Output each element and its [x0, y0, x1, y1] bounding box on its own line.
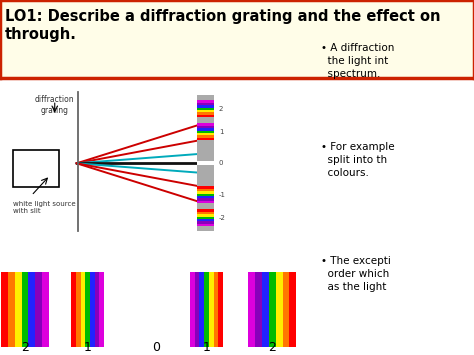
Bar [81, 273, 85, 347]
Bar [197, 128, 214, 131]
Bar [197, 110, 214, 113]
Bar [197, 212, 214, 214]
Text: • The excepti
  order which
  as the light: • The excepti order which as the light [321, 256, 391, 292]
Bar [197, 191, 214, 193]
Bar [197, 123, 214, 126]
Bar [190, 273, 195, 347]
Text: 0: 0 [153, 341, 160, 354]
Bar [269, 273, 276, 347]
Bar [197, 219, 214, 222]
Bar [197, 196, 214, 198]
Bar [248, 273, 255, 347]
Bar [276, 273, 283, 347]
Text: diffraction
grating: diffraction grating [35, 95, 74, 115]
Text: • For example
  split into th
  colours.: • For example split into th colours. [321, 142, 394, 179]
Bar [197, 138, 214, 140]
Bar [197, 103, 214, 105]
Bar [71, 273, 76, 347]
Bar [283, 273, 290, 347]
Bar [197, 115, 214, 117]
Bar [12, 150, 59, 187]
Bar [100, 273, 104, 347]
Bar [8, 273, 15, 347]
Bar [197, 95, 214, 231]
Bar [21, 273, 28, 347]
Text: 1: 1 [83, 341, 91, 354]
Bar [76, 273, 81, 347]
Text: 1: 1 [202, 341, 210, 354]
Bar [197, 113, 214, 115]
Bar [42, 273, 49, 347]
Bar [197, 222, 214, 224]
Text: -1: -1 [219, 192, 226, 198]
Bar [197, 135, 214, 138]
Bar [85, 273, 90, 347]
Bar [197, 161, 214, 165]
Bar [197, 201, 214, 203]
Bar [290, 273, 296, 347]
Bar [28, 273, 36, 347]
Bar [1, 273, 8, 347]
Bar [197, 217, 214, 219]
Bar [197, 108, 214, 110]
Bar [200, 273, 204, 347]
Bar [15, 273, 21, 347]
Text: 2: 2 [219, 106, 223, 112]
Bar [197, 133, 214, 135]
Text: LO1: Describe a diffraction grating and the effect on
through.: LO1: Describe a diffraction grating and … [5, 9, 440, 42]
Bar [197, 126, 214, 128]
Bar [197, 105, 214, 108]
Bar [95, 273, 100, 347]
Bar [197, 131, 214, 133]
Bar [197, 224, 214, 226]
Bar [255, 273, 262, 347]
Bar [90, 273, 95, 347]
Bar [195, 273, 200, 347]
Bar [197, 198, 214, 201]
Bar [213, 273, 218, 347]
Text: 2: 2 [21, 341, 29, 354]
Bar [204, 273, 209, 347]
Bar [209, 273, 213, 347]
Text: white light source
with slit: white light source with slit [12, 201, 75, 214]
Bar [36, 273, 42, 347]
Bar [197, 209, 214, 212]
Bar [262, 273, 269, 347]
Bar [152, 273, 161, 347]
Bar [197, 100, 214, 103]
Bar [197, 189, 214, 191]
Text: 0: 0 [219, 160, 223, 166]
Bar [218, 273, 223, 347]
Text: • A diffraction
  the light int
  spectrum.: • A diffraction the light int spectrum. [321, 43, 394, 79]
Bar [197, 193, 214, 196]
Text: 1: 1 [219, 129, 223, 135]
Bar [197, 186, 214, 189]
Text: 2: 2 [268, 341, 276, 354]
Bar [197, 214, 214, 217]
Text: -2: -2 [219, 215, 226, 221]
